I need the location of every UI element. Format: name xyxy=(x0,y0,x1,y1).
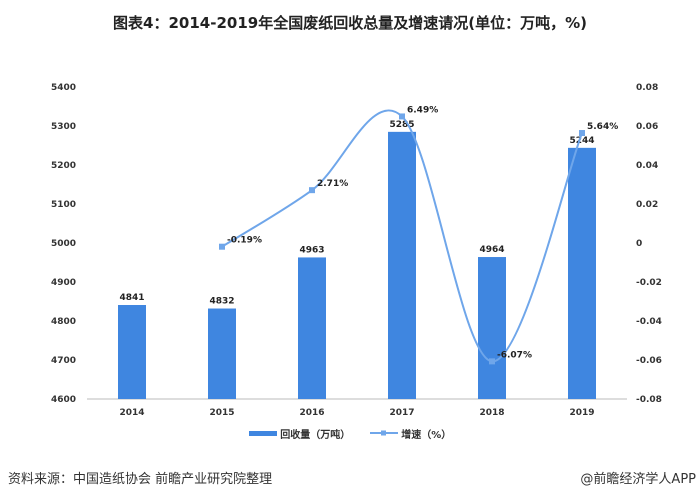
y-left-tick-label: 4600 xyxy=(51,395,76,405)
y-right-tick-label: -0.02 xyxy=(636,278,662,288)
bar xyxy=(298,257,326,399)
y-right-tick-label: -0.06 xyxy=(636,356,662,366)
y-right-tick-label: -0.04 xyxy=(636,317,662,327)
x-tick-label: 2017 xyxy=(389,408,414,418)
growth-point xyxy=(579,130,585,137)
legend: 回收量（万吨） 增速（%） xyxy=(0,426,700,441)
y-left-tick-label: 5200 xyxy=(51,161,76,171)
legend-line-swatch xyxy=(369,430,398,435)
bar xyxy=(478,257,506,399)
legend-item-line: 增速（%） xyxy=(369,426,452,441)
y-right-tick-label: 0.04 xyxy=(636,161,658,171)
growth-point xyxy=(399,113,405,120)
y-left-tick-label: 4900 xyxy=(51,278,76,288)
growth-line xyxy=(221,109,583,363)
bar-data-label: 5244 xyxy=(569,136,594,146)
y-right-tick-label: 0.02 xyxy=(636,200,658,210)
growth-data-label: 6.49% xyxy=(407,105,438,115)
growth-data-label: -6.07% xyxy=(497,350,532,360)
y-left-tick-label: 5300 xyxy=(51,122,76,132)
x-tick-label: 2016 xyxy=(299,408,324,418)
bar-data-label: 5285 xyxy=(389,120,414,130)
y-right-tick-label: 0.06 xyxy=(636,122,658,132)
y-left-tick-label: 4700 xyxy=(51,356,76,366)
y-right-tick-label: 0.08 xyxy=(636,83,658,93)
y-left-tick-label: 5100 xyxy=(51,200,76,210)
x-tick-label: 2018 xyxy=(479,408,504,418)
x-tick-label: 2019 xyxy=(569,408,594,418)
bar-data-label: 4832 xyxy=(209,297,234,307)
legend-bar-swatch xyxy=(248,431,277,436)
bar-data-label: 4964 xyxy=(479,245,504,255)
x-tick-label: 2014 xyxy=(119,408,144,418)
growth-data-label: -0.19% xyxy=(227,236,262,246)
bar xyxy=(388,131,416,399)
legend-item-bar: 回收量（万吨） xyxy=(248,426,351,441)
chart-title: 图表4：2014-2019年全国废纸回收总量及增速请况(单位：万吨，%) xyxy=(113,14,587,32)
bar-data-label: 4963 xyxy=(299,245,324,255)
growth-point xyxy=(489,358,495,365)
y-left-tick-label: 5000 xyxy=(51,239,76,249)
brand-credit: @前瞻经济学人APP xyxy=(580,472,696,487)
bar xyxy=(208,308,236,399)
legend-line-label: 增速（%） xyxy=(401,430,452,441)
y-right-tick-label: 0 xyxy=(636,239,642,249)
y-right-tick-label: -0.08 xyxy=(636,395,662,405)
x-tick-label: 2015 xyxy=(209,408,234,418)
growth-point xyxy=(219,243,225,250)
y-left-tick-label: 4800 xyxy=(51,317,76,327)
growth-point xyxy=(309,187,315,194)
legend-bar-label: 回收量（万吨） xyxy=(280,430,351,441)
growth-data-label: 2.71% xyxy=(317,179,348,189)
y-left-tick-label: 5400 xyxy=(51,83,76,93)
growth-data-label: 5.64% xyxy=(587,122,618,132)
source-note: 资料来源：中国造纸协会 前瞻产业研究院整理 xyxy=(8,472,273,487)
bar xyxy=(568,147,596,399)
bar xyxy=(118,305,146,399)
bar-data-label: 4841 xyxy=(119,293,144,303)
